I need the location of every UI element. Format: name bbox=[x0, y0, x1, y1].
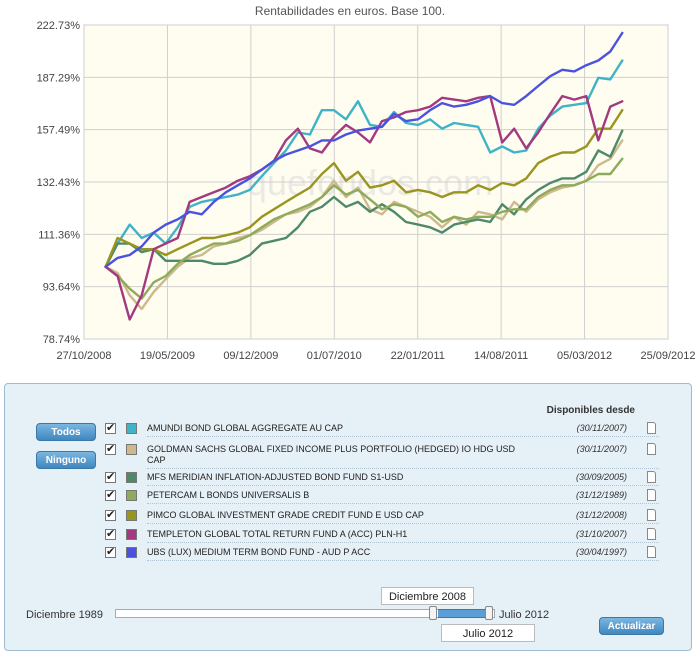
select-none-button[interactable]: Ninguno bbox=[36, 451, 96, 469]
y-tick-label: 78.74% bbox=[43, 334, 81, 346]
x-tick-label: 09/12/2009 bbox=[223, 350, 278, 362]
fund-checkbox[interactable]: ✔ bbox=[105, 509, 116, 521]
row-divider bbox=[147, 542, 659, 543]
fund-color-swatch bbox=[126, 510, 137, 521]
fund-name: TEMPLETON GLOBAL TOTAL RETURN FUND A (AC… bbox=[147, 529, 408, 539]
fund-available-date: (30/11/2007) bbox=[576, 444, 627, 454]
slider-start-handle[interactable] bbox=[429, 606, 437, 620]
series-line-7 bbox=[104, 31, 624, 268]
series-line-3 bbox=[104, 129, 624, 268]
fund-available-date: (31/12/1989) bbox=[575, 490, 627, 500]
fund-color-swatch bbox=[126, 547, 137, 558]
date-range-slider[interactable] bbox=[115, 609, 495, 618]
fund-available-date: (30/11/2007) bbox=[576, 423, 627, 433]
fund-color-swatch bbox=[126, 529, 137, 540]
slider-end-value: Julio 2012 bbox=[441, 624, 535, 642]
series-line-6 bbox=[104, 94, 624, 321]
slider-max-label: Julio 2012 bbox=[499, 609, 550, 621]
fund-available-date: (30/09/2005) bbox=[575, 472, 627, 482]
x-tick-label: 14/08/2011 bbox=[474, 350, 528, 362]
y-tick-label: 157.49% bbox=[37, 125, 81, 137]
series-line-4 bbox=[104, 157, 624, 300]
fund-available-date: (31/10/2007) bbox=[575, 529, 627, 539]
fund-checkbox[interactable]: ✔ bbox=[105, 443, 116, 455]
fund-available-date: (31/12/2008) bbox=[575, 510, 627, 520]
slider-selected-range bbox=[438, 609, 485, 618]
slider-min-label: Diciembre 1989 bbox=[26, 609, 104, 621]
y-tick-label: 93.64% bbox=[43, 282, 81, 294]
select-all-button[interactable]: Todos bbox=[36, 423, 96, 441]
y-tick-label: 222.73% bbox=[37, 20, 81, 32]
document-icon[interactable] bbox=[647, 528, 656, 540]
fund-checkbox[interactable]: ✔ bbox=[105, 422, 116, 434]
document-icon[interactable] bbox=[647, 509, 656, 521]
row-divider bbox=[147, 468, 659, 469]
x-tick-label: 19/05/2009 bbox=[140, 350, 195, 362]
x-tick-label: 25/09/2012 bbox=[640, 350, 695, 362]
document-icon[interactable] bbox=[647, 422, 656, 434]
y-tick-label: 187.29% bbox=[37, 72, 81, 84]
x-tick-label: 05/03/2012 bbox=[557, 350, 612, 362]
row-divider bbox=[147, 560, 659, 561]
line-chart: quefondos.com222.73%187.29%157.49%132.43… bbox=[37, 20, 696, 362]
document-icon[interactable] bbox=[647, 489, 656, 501]
fund-checkbox[interactable]: ✔ bbox=[105, 546, 116, 558]
fund-checkbox[interactable]: ✔ bbox=[105, 489, 116, 501]
x-tick-label: 01/07/2010 bbox=[307, 350, 362, 362]
row-divider bbox=[147, 503, 659, 504]
fund-name: AMUNDI BOND GLOBAL AGGREGATE AU CAP bbox=[147, 423, 344, 433]
row-divider bbox=[147, 436, 659, 437]
slider-start-value: Diciembre 2008 bbox=[381, 587, 474, 605]
fund-name: PIMCO GLOBAL INVESTMENT GRADE CREDIT FUN… bbox=[147, 510, 424, 520]
fund-checkbox[interactable]: ✔ bbox=[105, 471, 116, 483]
fund-color-swatch bbox=[126, 472, 137, 483]
update-button[interactable]: Actualizar bbox=[599, 617, 664, 635]
row-divider bbox=[147, 485, 659, 486]
document-icon[interactable] bbox=[647, 471, 656, 483]
series-line-2 bbox=[104, 139, 624, 311]
slider-end-handle[interactable] bbox=[485, 606, 493, 620]
x-tick-label: 27/10/2008 bbox=[56, 350, 111, 362]
document-icon[interactable] bbox=[647, 443, 656, 455]
series-line-1 bbox=[104, 59, 624, 268]
fund-name: PETERCAM L BONDS UNIVERSALIS B bbox=[147, 490, 310, 500]
y-tick-label: 111.36% bbox=[38, 229, 80, 241]
fund-name: GOLDMAN SACHS GLOBAL FIXED INCOME PLUS P… bbox=[147, 444, 516, 465]
fund-selection-panel: Todos Ninguno Disponibles desde ✔ AMUNDI … bbox=[4, 383, 692, 651]
row-divider bbox=[147, 523, 659, 524]
fund-color-swatch bbox=[126, 444, 137, 455]
fund-color-swatch bbox=[126, 423, 137, 434]
fund-name: MFS MERIDIAN INFLATION-ADJUSTED BOND FUN… bbox=[147, 472, 404, 482]
x-tick-label: 22/01/2011 bbox=[391, 350, 445, 362]
document-icon[interactable] bbox=[647, 546, 656, 558]
fund-name: UBS (LUX) MEDIUM TERM BOND FUND - AUD P … bbox=[147, 547, 371, 557]
fund-available-date: (30/04/1997) bbox=[575, 547, 627, 557]
fund-checkbox[interactable]: ✔ bbox=[105, 528, 116, 540]
series-line-5 bbox=[104, 108, 624, 268]
available-since-header: Disponibles desde bbox=[546, 405, 635, 416]
y-tick-label: 132.43% bbox=[37, 177, 81, 189]
fund-color-swatch bbox=[126, 490, 137, 501]
chart-title: Rentabilidades en euros. Base 100. bbox=[254, 4, 446, 18]
